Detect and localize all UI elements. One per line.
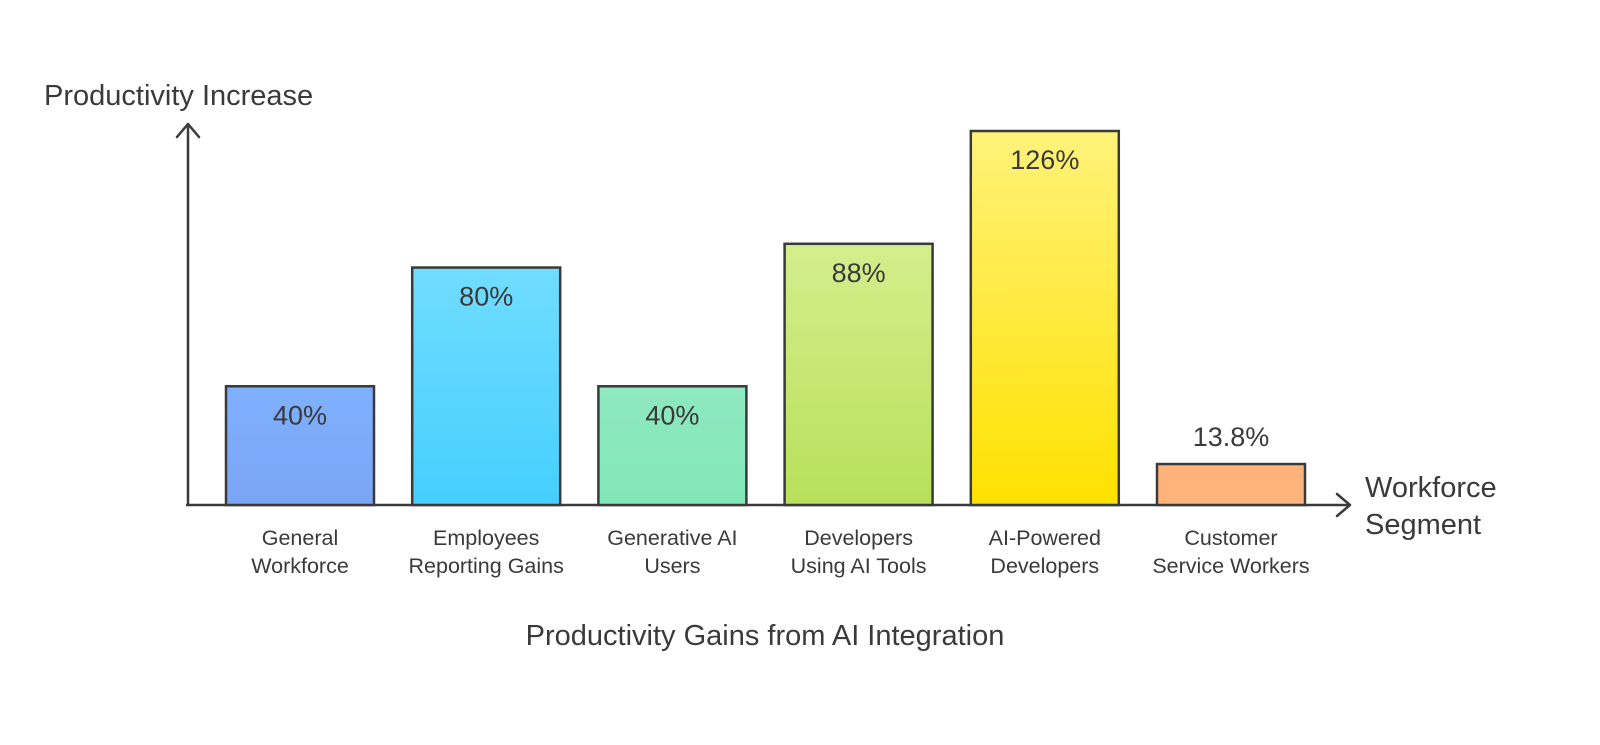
value-label-6: 13.8% — [1193, 422, 1270, 452]
value-label-5: 126% — [1010, 145, 1079, 175]
category-label-5: AI-Powered Developers — [989, 526, 1101, 578]
category-label-1: General Workforce — [251, 526, 349, 578]
bar-4 — [783, 242, 934, 507]
chart-title: Productivity Gains from AI Integration — [526, 620, 1005, 652]
bar-1 — [224, 385, 376, 507]
value-label-3: 40% — [645, 400, 699, 430]
y-axis-arrow-icon — [175, 122, 201, 139]
bars-group — [224, 129, 1307, 507]
value-label-2: 80% — [459, 282, 513, 312]
value-labels-group: 40% 80% 40% 88% 126% 13.8% — [273, 145, 1269, 452]
bar-5 — [969, 129, 1121, 507]
value-label-4: 88% — [832, 258, 886, 288]
x-axis-title-line-1: Workforce — [1365, 472, 1497, 504]
category-labels-group: General Workforce Employees Reporting Gains… — [251, 526, 1309, 578]
bar-3 — [597, 385, 748, 507]
bar-6 — [1155, 462, 1307, 507]
category-label-4: Developers Using AI Tools — [791, 526, 927, 578]
value-label-1: 40% — [273, 400, 327, 430]
x-axis-title-line-2: Segment — [1365, 509, 1481, 541]
category-label-6: Customer Service Workers — [1152, 526, 1309, 578]
category-label-3: Generative AI Users — [607, 526, 737, 578]
bar-2 — [410, 266, 562, 507]
x-axis-title: Workforce Segment — [1365, 472, 1505, 541]
x-axis-arrow-icon — [1335, 492, 1352, 518]
y-axis-title: Productivity Increase — [44, 80, 313, 112]
category-label-2: Employees Reporting Gains — [409, 526, 564, 578]
